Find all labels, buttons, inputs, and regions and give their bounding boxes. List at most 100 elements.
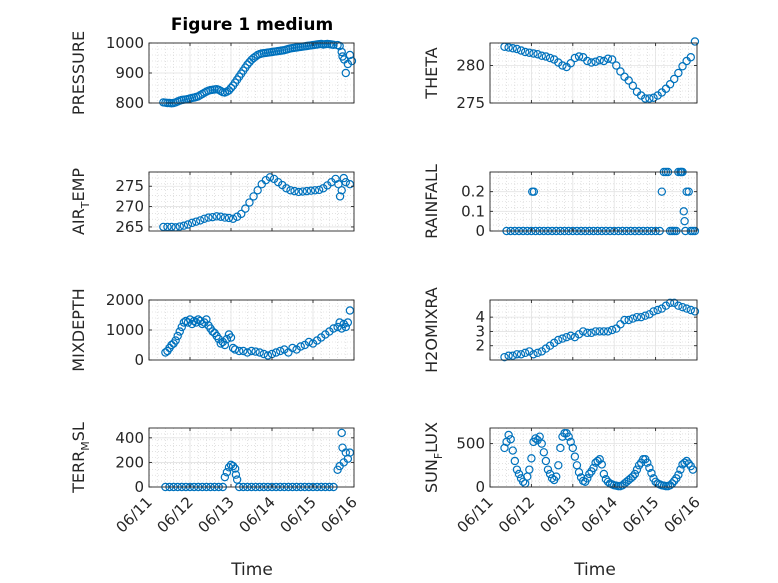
figure-title: Figure 1 medium	[171, 15, 333, 35]
data-point	[661, 301, 671, 310]
data-point	[167, 222, 176, 232]
data-point	[686, 53, 695, 62]
data-point	[645, 310, 654, 319]
data-point	[632, 465, 642, 474]
data-point	[684, 459, 693, 468]
data-point	[628, 472, 638, 481]
y-axis-label: PRESSURE	[69, 31, 88, 115]
data-point	[159, 222, 168, 232]
data-point	[591, 57, 600, 66]
x-axis-label-right: Time	[573, 560, 616, 580]
x-axis-label-left: Time	[230, 560, 273, 580]
data-point	[641, 94, 650, 103]
data-point	[512, 465, 522, 474]
axes-box	[489, 171, 698, 232]
x-tick-label: 06/15	[619, 493, 662, 536]
y-axis-label-base: RAINFALL	[422, 164, 441, 239]
data-point	[624, 76, 633, 85]
data-point	[680, 458, 689, 467]
data-point	[220, 340, 230, 350]
data-point	[665, 481, 675, 490]
data-point	[171, 336, 180, 345]
data-point	[647, 468, 656, 478]
data-point	[514, 469, 524, 479]
data-point	[670, 476, 679, 486]
data-point	[541, 456, 551, 466]
data-point	[682, 304, 691, 313]
data-point	[302, 186, 312, 196]
data-point	[196, 90, 205, 100]
data-point	[520, 47, 530, 57]
data-point	[545, 53, 555, 63]
data-point	[686, 305, 695, 315]
data-point	[335, 318, 344, 327]
data-point	[616, 67, 625, 76]
y-axis-label: THETA	[422, 47, 441, 99]
data-point	[187, 218, 197, 228]
axes-box	[489, 427, 698, 488]
y-tick-label: 0	[134, 351, 144, 369]
data-point	[680, 216, 689, 226]
data-point	[661, 84, 671, 93]
data-point	[337, 324, 346, 333]
data-point	[585, 469, 594, 479]
data-point	[674, 470, 683, 480]
data-point	[226, 333, 236, 342]
data-point	[500, 352, 509, 362]
x-tick-label: 06/12	[154, 493, 197, 536]
y-axis-label-base: H2OMIXRA	[422, 287, 441, 373]
data-point	[670, 298, 679, 308]
data-point	[245, 198, 254, 207]
data-point	[620, 315, 629, 325]
data-series	[500, 298, 700, 362]
data-point	[237, 209, 246, 219]
data-point	[339, 173, 348, 183]
data-point	[516, 350, 526, 359]
data-point	[335, 41, 344, 51]
data-point	[204, 213, 213, 222]
data-point	[574, 468, 584, 477]
data-point	[570, 53, 580, 63]
data-point	[599, 56, 609, 66]
panel-rainfall: 0 0.10.2 RAINFALL	[422, 164, 700, 240]
data-point	[574, 330, 584, 339]
y-tick-label: 800	[115, 94, 144, 112]
data-point	[554, 461, 563, 470]
data-point	[626, 474, 635, 483]
data-point	[193, 92, 203, 101]
data-point	[566, 59, 575, 68]
data-point	[345, 180, 355, 189]
data-point	[512, 350, 522, 359]
data-point	[222, 468, 232, 477]
y-tick-label: 0.2	[461, 183, 485, 201]
data-point	[533, 348, 542, 358]
data-point	[649, 93, 658, 102]
y-tick-label: 200	[115, 453, 144, 471]
data-point	[191, 217, 201, 226]
data-point	[296, 342, 305, 351]
data-point	[595, 455, 604, 464]
data-point	[558, 61, 567, 70]
data-point	[253, 186, 262, 195]
data-point	[628, 81, 638, 90]
y-tick-label: 2000	[106, 291, 144, 309]
data-point	[684, 187, 693, 196]
data-point	[527, 454, 536, 463]
data-point	[599, 327, 609, 336]
data-point	[643, 458, 652, 467]
data-point	[649, 307, 658, 316]
panel-h2omixra: 234 H2OMIXRA	[422, 287, 700, 373]
data-point	[545, 341, 555, 350]
y-tick-label: 0	[475, 222, 485, 240]
data-point	[329, 324, 338, 333]
data-point	[200, 214, 209, 223]
axes-box	[148, 427, 355, 488]
y-axis-label-base: AIR	[69, 208, 88, 235]
data-point	[612, 61, 621, 70]
data-point	[607, 55, 617, 64]
data-series	[159, 39, 357, 108]
data-point	[179, 221, 189, 230]
data-point	[234, 346, 244, 356]
data-point	[163, 222, 172, 232]
